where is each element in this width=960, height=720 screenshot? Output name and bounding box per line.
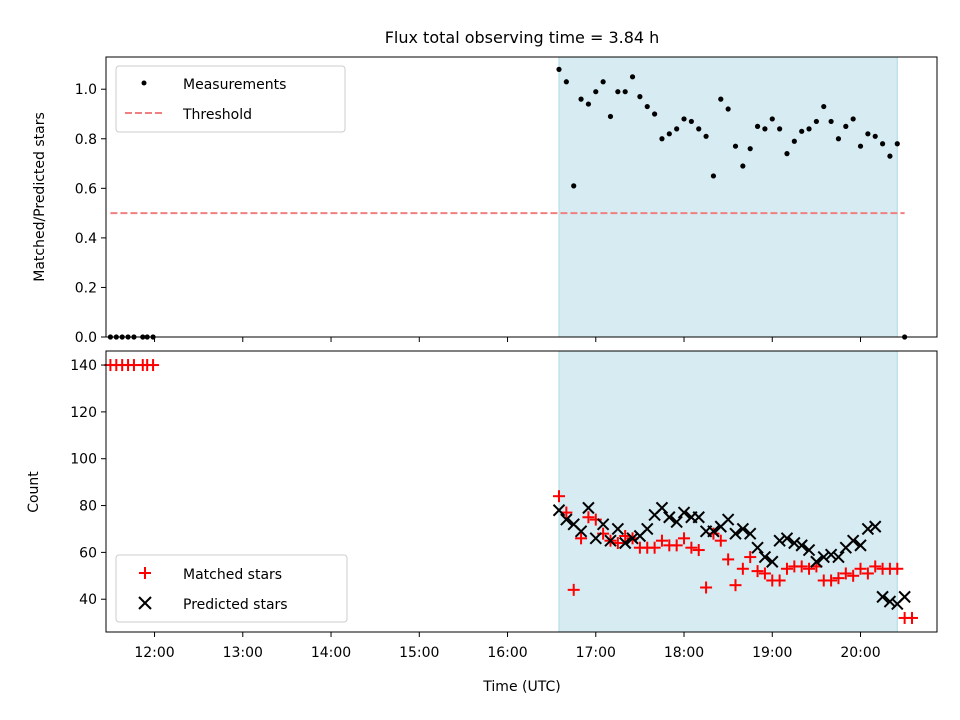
bottom-ytick-label: 60 (79, 545, 97, 561)
bottom-ytick-label: 120 (70, 405, 97, 421)
measurement-point (652, 111, 657, 116)
bottom-ytick-label: 40 (79, 592, 97, 608)
measurement-point (733, 144, 738, 149)
measurement-point (762, 126, 767, 131)
xtick-label: 12:00 (134, 645, 174, 661)
legend-label-predicted: Predicted stars (183, 597, 288, 613)
measurement-point (615, 89, 620, 94)
measurement-point (748, 146, 753, 151)
chart-title: Flux total observing time = 3.84 h (385, 28, 660, 47)
measurement-point (601, 79, 606, 84)
measurement-point (873, 134, 878, 139)
measurement-point (851, 116, 856, 121)
xtick-label: 17:00 (576, 645, 616, 661)
measurement-point (755, 124, 760, 129)
observing-window-top (559, 57, 897, 337)
observing-window-bottom (559, 351, 897, 632)
bottom-legend: Matched stars Predicted stars (116, 555, 347, 622)
legend-label-measurements: Measurements (183, 77, 286, 93)
measurement-point (770, 116, 775, 121)
measurement-point (630, 74, 635, 79)
measurement-point (887, 154, 892, 159)
measurement-point (821, 104, 826, 109)
measurement-point (578, 97, 583, 102)
measurement-point (836, 136, 841, 141)
measurement-point (858, 144, 863, 149)
measurement-point (895, 141, 900, 146)
top-ytick-label: 0.4 (75, 231, 97, 247)
measurement-point (696, 126, 701, 131)
measurement-point (806, 126, 811, 131)
legend-marker-measurements (142, 81, 147, 86)
measurement-point (814, 119, 819, 124)
count-panel: 40 60 80 100 120 140 12:00 13:00 14:00 15:00 16:0… (26, 351, 937, 695)
measurement-point (784, 151, 789, 156)
matched-star-point (906, 612, 918, 624)
legend-label-matched: Matched stars (183, 567, 282, 583)
measurement-point (623, 89, 628, 94)
ratio-panel: 0.0 0.2 0.4 0.6 0.8 1.0 Matched/Predicted sta… (32, 57, 937, 346)
xtick-label: 13:00 (223, 645, 263, 661)
top-ytick-label: 0.2 (75, 280, 97, 296)
top-ylabel: Matched/Predicted stars (32, 112, 48, 282)
measurement-point (703, 134, 708, 139)
bottom-ytick-label: 100 (70, 452, 97, 468)
top-ytick-label: 0.6 (75, 181, 97, 197)
xtick-label: 14:00 (311, 645, 351, 661)
xtick-label: 19:00 (752, 645, 792, 661)
measurement-point (645, 104, 650, 109)
measurement-point (843, 124, 848, 129)
top-ytick-label: 1.0 (75, 82, 97, 98)
bottom-xlabel: Time (UTC) (482, 679, 560, 695)
measurement-point (726, 106, 731, 111)
xtick-label: 18:00 (664, 645, 704, 661)
measurement-point (689, 119, 694, 124)
measurement-point (586, 101, 591, 106)
measurement-point (593, 89, 598, 94)
xtick-label: 20:00 (840, 645, 880, 661)
measurement-point (571, 183, 576, 188)
measurement-point (777, 126, 782, 131)
measurement-point (564, 79, 569, 84)
matched-star-point (147, 359, 159, 371)
measurement-point (681, 116, 686, 121)
measurement-point (829, 119, 834, 124)
measurement-point (718, 97, 723, 102)
measurement-point (667, 131, 672, 136)
top-legend: Measurements Threshold (116, 66, 345, 132)
measurement-point (556, 67, 561, 72)
top-ytick-label: 0.8 (75, 132, 97, 148)
bottom-ylabel: Count (26, 471, 42, 513)
bottom-ytick-label: 80 (79, 499, 97, 515)
predicted-star-point (899, 591, 910, 602)
measurement-point (799, 129, 804, 134)
measurement-point (880, 141, 885, 146)
measurement-point (740, 163, 745, 168)
xtick-label: 16:00 (487, 645, 527, 661)
xtick-label: 15:00 (399, 645, 439, 661)
legend-label-threshold: Threshold (182, 107, 252, 123)
measurement-point (865, 131, 870, 136)
measurement-point (711, 173, 716, 178)
measurement-point (608, 114, 613, 119)
measurement-point (637, 94, 642, 99)
top-ytick-label: 0.0 (75, 330, 97, 346)
measurement-point (792, 139, 797, 144)
bottom-ytick-label: 140 (70, 358, 97, 374)
measurement-point (674, 126, 679, 131)
measurement-point (659, 136, 664, 141)
